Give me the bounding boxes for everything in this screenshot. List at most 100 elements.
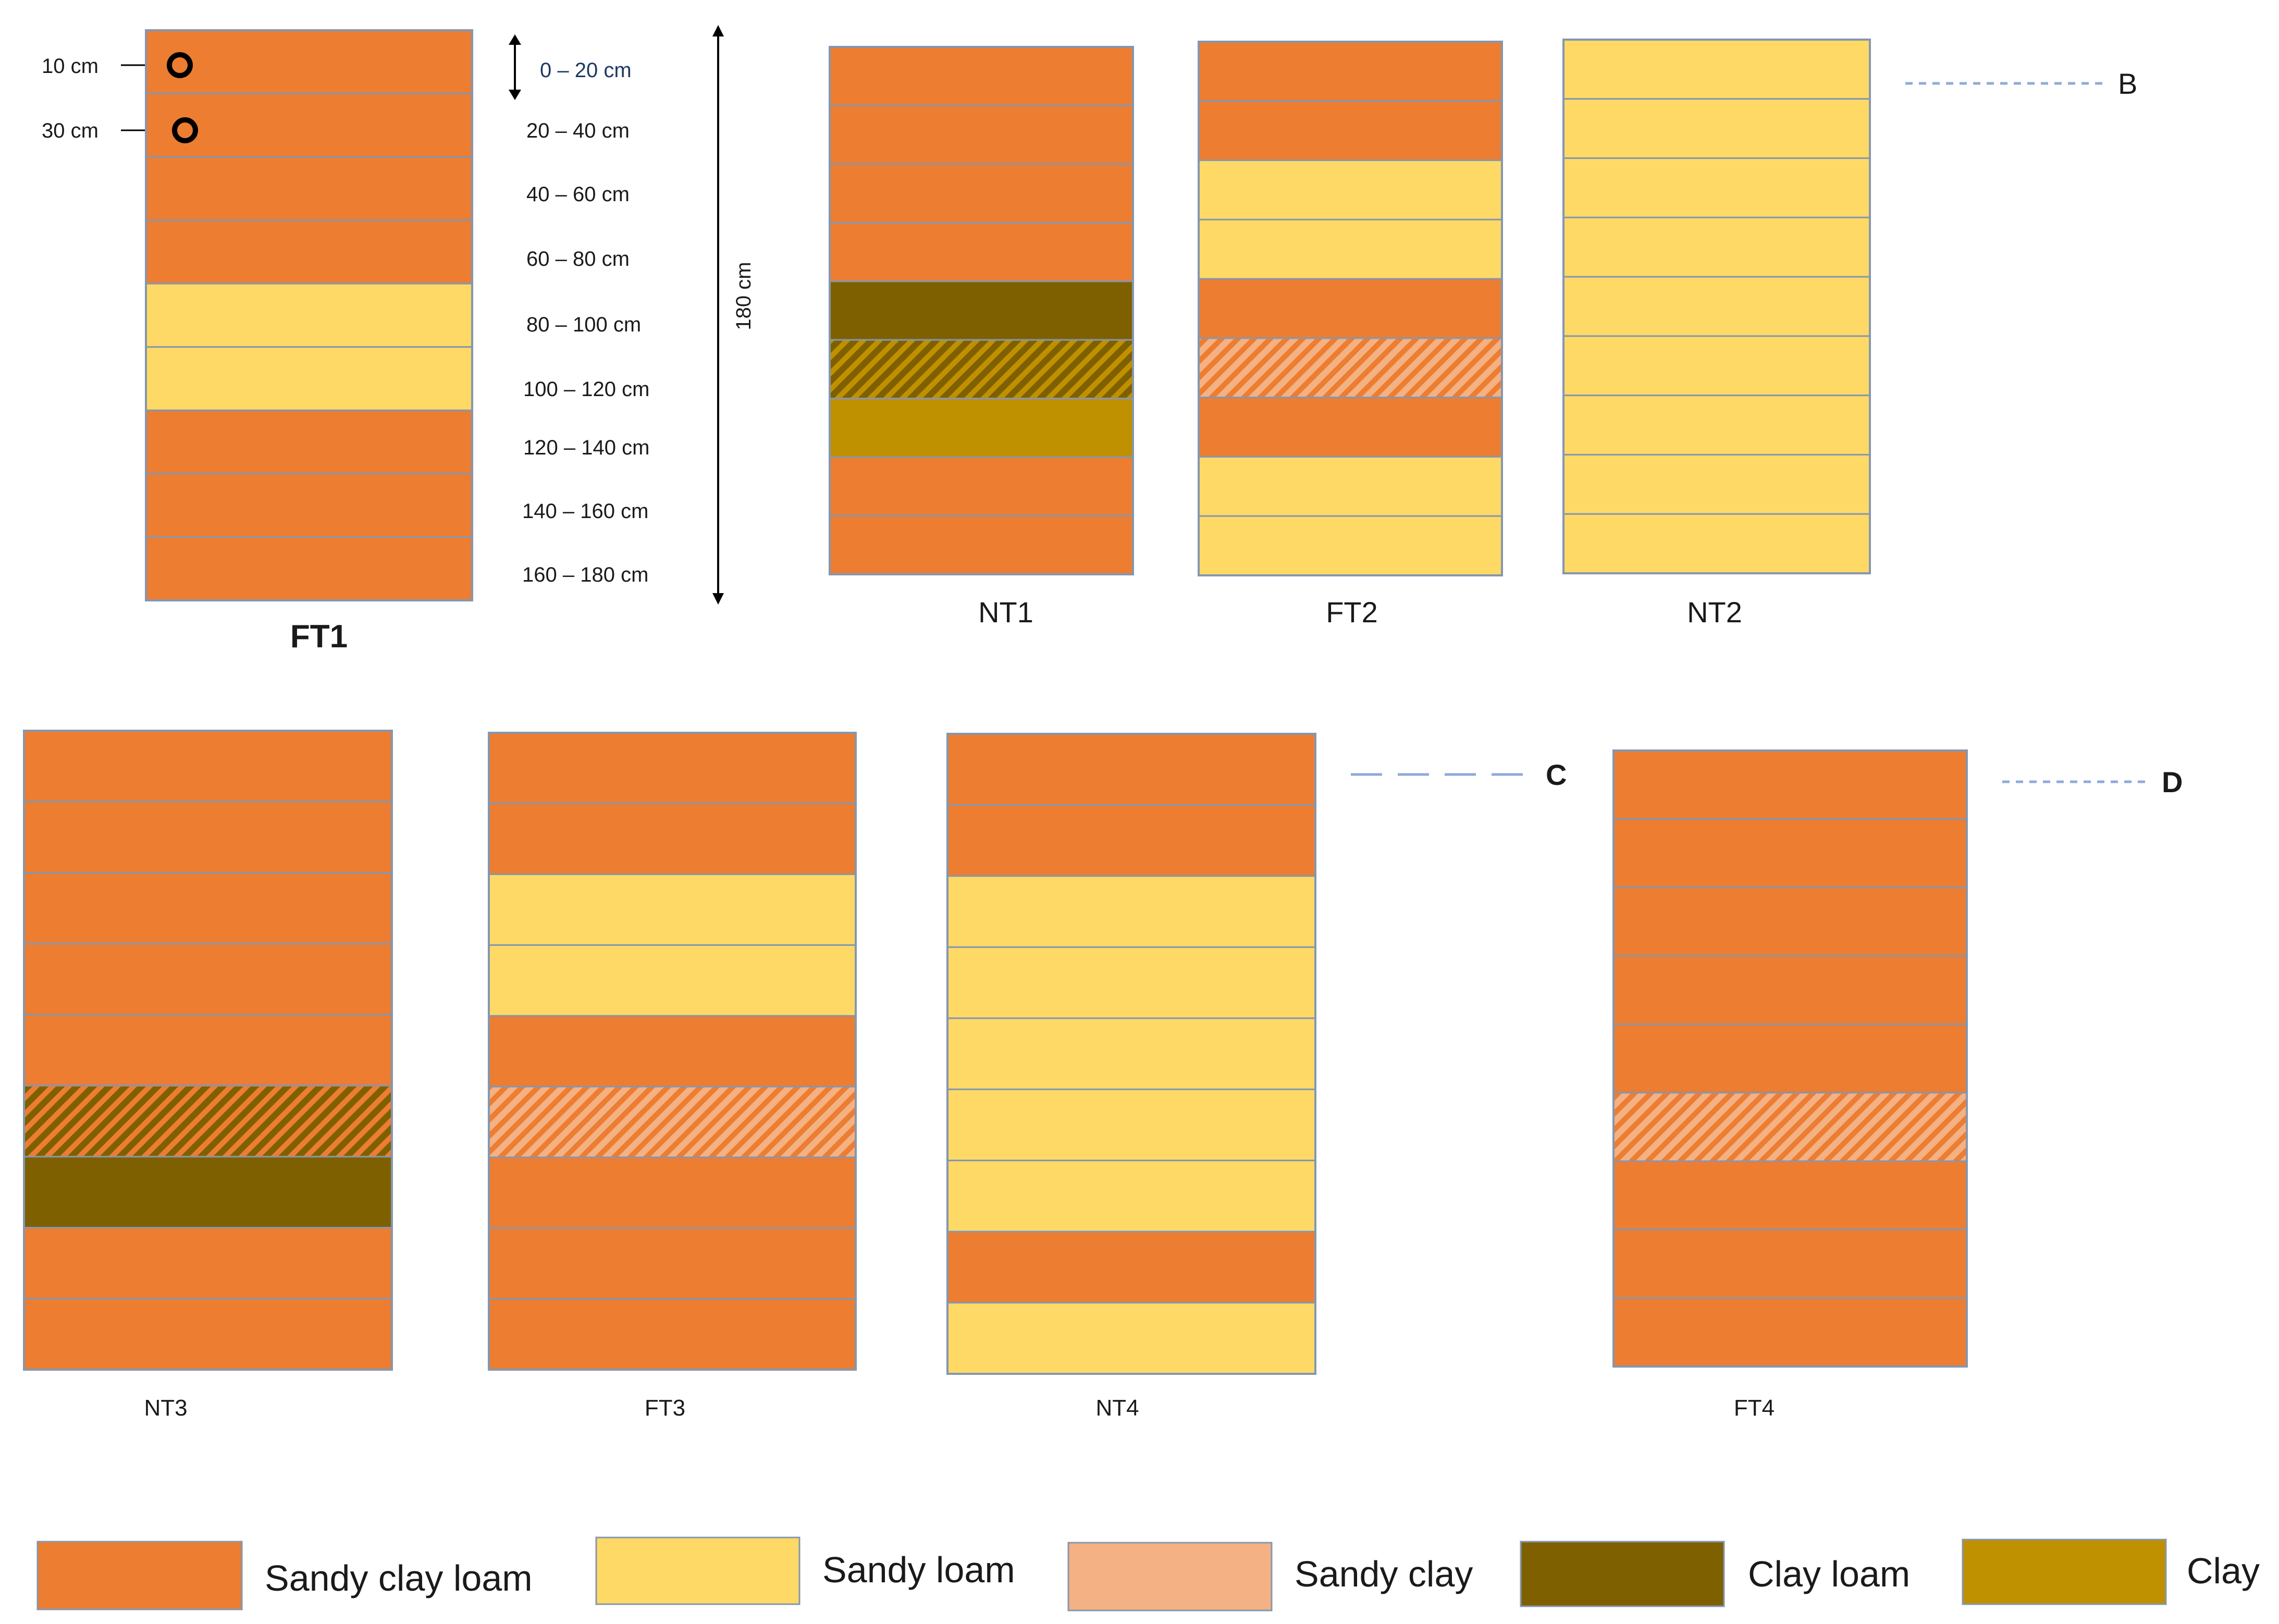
depth-interval-label: 40 – 60 cm <box>526 183 630 206</box>
soil-layer <box>1612 818 1968 889</box>
legend-item-cl: Clay loam <box>1520 1541 1910 1607</box>
sensor-label-10cm: 10 cm <box>42 55 98 78</box>
soil-layer <box>1562 335 1871 397</box>
soil-layer <box>829 339 1134 400</box>
depth-interval-label: 60 – 80 cm <box>526 248 630 270</box>
soil-layer <box>1562 395 1871 456</box>
soil-layer <box>829 515 1134 575</box>
soil-layer <box>1562 39 1871 100</box>
soil-layer <box>23 801 393 873</box>
soil-layer <box>1612 1023 1968 1094</box>
soil-layer <box>488 1086 857 1159</box>
soil-layer <box>145 536 473 601</box>
depth-interval-label: 140 – 160 cm <box>522 500 648 523</box>
legend-item-c: Clay <box>1962 1539 2260 1605</box>
profile-label: FT4 <box>1734 1395 1775 1421</box>
soil-layer <box>1198 397 1503 458</box>
legend-swatch <box>1520 1541 1725 1607</box>
profile-label: NT1 <box>978 596 1033 629</box>
soil-layer <box>145 29 473 95</box>
soil-layer <box>23 943 393 1016</box>
soil-layer <box>23 730 393 803</box>
profile-label: FT2 <box>1326 596 1378 629</box>
soil-layer <box>1198 456 1503 517</box>
profile-nt4: NT4 C <box>946 733 1567 1421</box>
soil-layer <box>23 1227 393 1300</box>
depth-interval-label: 120 – 140 cm <box>523 436 649 459</box>
soil-layer <box>488 732 857 805</box>
depth-scale: 180 cm 0 – 20 cm 20 – 40 cm 40 – 60 cm 60 –… <box>509 25 755 605</box>
profile-outline <box>145 29 473 601</box>
legend-item-scl: Sandy clay loam <box>36 1541 533 1610</box>
depth-interval-label: 0 – 20 cm <box>540 59 632 82</box>
profile-nt1: NT1 <box>829 46 1134 629</box>
sensor-annotations: 10 cm 30 cm <box>42 55 174 142</box>
profile-label: NT2 <box>1687 596 1742 629</box>
soil-layer <box>488 1157 857 1229</box>
soil-layer <box>829 46 1134 106</box>
sensor-ring-icon <box>172 117 198 143</box>
legend-swatch <box>36 1541 243 1610</box>
soil-layer <box>1562 513 1871 574</box>
soil-layer <box>23 1014 393 1087</box>
soil-layer <box>946 1160 1316 1233</box>
profile-outline <box>1612 749 1968 1368</box>
soil-layer <box>946 1231 1316 1304</box>
soil-layer <box>1562 98 1871 159</box>
profile-label: NT4 <box>1095 1395 1139 1421</box>
legend-label: Clay <box>2187 1551 2260 1591</box>
soil-layer <box>145 409 473 475</box>
soil-layer <box>829 398 1134 458</box>
profile-outline <box>488 732 857 1371</box>
soil-layer <box>946 946 1316 1019</box>
soil-layer <box>145 346 473 411</box>
profile-ft3: FT3 <box>488 732 857 1421</box>
depth-interval-label: 160 – 180 cm <box>522 563 648 586</box>
legend-label: Clay loam <box>1748 1554 1910 1594</box>
soil-layer <box>488 1015 857 1088</box>
profile-outline <box>829 46 1134 575</box>
profile-outline <box>946 733 1316 1375</box>
soil-layer <box>1198 337 1503 399</box>
soil-layer <box>946 1302 1316 1375</box>
profile-label: NT3 <box>144 1395 187 1421</box>
soil-layer <box>1562 276 1871 337</box>
depth-interval-label: 100 – 120 cm <box>523 378 649 401</box>
soil-layer <box>1198 100 1503 162</box>
soil-layer <box>145 219 473 285</box>
soil-layer <box>23 871 393 945</box>
soil-layer <box>829 104 1134 165</box>
soil-layer <box>1612 749 1968 820</box>
soil-layer <box>488 944 857 1017</box>
reference-marker-label: C <box>1546 758 1567 791</box>
soil-layer <box>488 1227 857 1300</box>
soil-layer <box>946 733 1316 806</box>
soil-layer <box>488 803 857 876</box>
soil-layer <box>1198 515 1503 576</box>
soil-layer <box>829 222 1134 282</box>
soil-layer <box>1612 1160 1968 1231</box>
soil-layer <box>829 456 1134 517</box>
soil-layer <box>23 1085 393 1158</box>
soil-layer <box>1562 157 1871 218</box>
soil-layer <box>1198 278 1503 339</box>
soil-layer <box>1612 1297 1968 1368</box>
legend-label: Sandy loam <box>822 1549 1015 1590</box>
soil-layer <box>1612 955 1968 1025</box>
reference-marker-label: D <box>2162 766 2183 798</box>
soil-layer <box>145 282 473 348</box>
soil-layer <box>829 280 1134 341</box>
profile-outline <box>1198 41 1503 576</box>
soil-layer <box>1612 887 1968 957</box>
profile-ft2: FT2 <box>1198 41 1503 629</box>
soil-layer <box>488 873 857 946</box>
soil-layer <box>23 1155 393 1229</box>
soil-layer <box>1562 216 1871 278</box>
depth-interval-label: 20 – 40 cm <box>526 119 630 142</box>
reference-marker-label: B <box>2118 67 2137 100</box>
profile-label: FT3 <box>645 1395 685 1421</box>
soil-layer <box>1198 218 1503 280</box>
soil-layer <box>946 804 1316 877</box>
profile-nt2: NT2 B <box>1562 39 2137 629</box>
